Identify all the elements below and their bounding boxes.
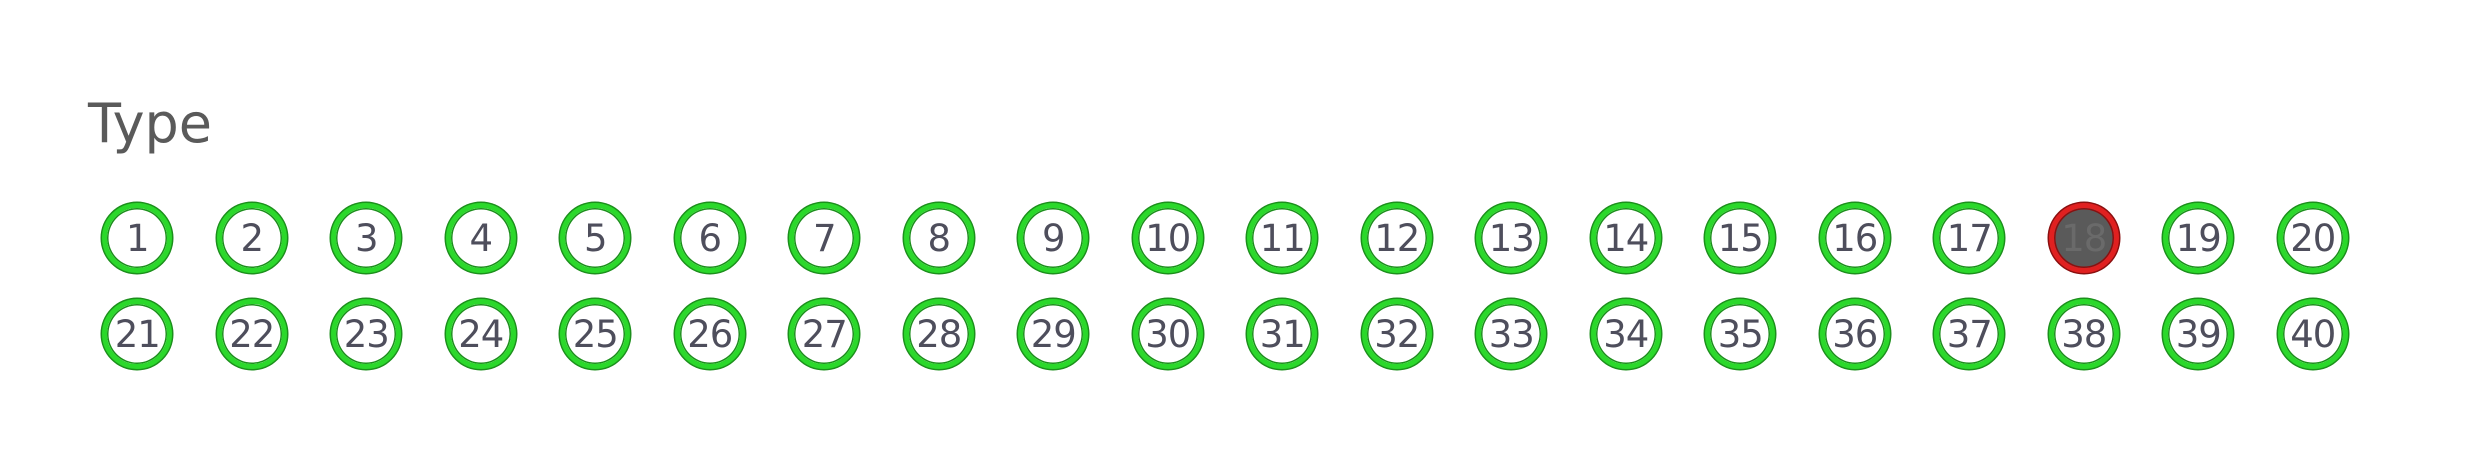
type-option-cell: 32 xyxy=(1340,286,1455,382)
type-option[interactable]: 21 xyxy=(102,299,173,369)
type-option[interactable]: 27 xyxy=(789,299,860,369)
type-option[interactable]: 36 xyxy=(1819,299,1890,369)
type-option[interactable]: 3 xyxy=(331,203,402,273)
type-option[interactable]: 17 xyxy=(1934,203,2005,273)
type-option-cell: 4 xyxy=(424,190,539,286)
type-options-grid: 1 2 3 4 5 6 7 8 9 10 11 12 13 14 15 16 17 18 19 20 21 22 23 24 2… xyxy=(80,190,2420,382)
type-option[interactable]: 30 xyxy=(1132,299,1203,369)
type-option-selected[interactable]: 18 xyxy=(2048,203,2119,273)
type-option[interactable]: 16 xyxy=(1819,203,1890,273)
type-option[interactable]: 40 xyxy=(2277,299,2348,369)
type-option-cell: 35 xyxy=(1683,286,1798,382)
type-option[interactable]: 6 xyxy=(674,203,745,273)
section-title: Type xyxy=(88,92,213,155)
type-option-cell: 33 xyxy=(1454,286,1569,382)
type-option[interactable]: 5 xyxy=(560,203,631,273)
type-option[interactable]: 25 xyxy=(560,299,631,369)
type-option-cell: 12 xyxy=(1340,190,1455,286)
type-option-cell: 23 xyxy=(309,286,424,382)
type-option-cell: 15 xyxy=(1683,190,1798,286)
type-option-cell: 14 xyxy=(1569,190,1684,286)
type-option-cell: 34 xyxy=(1569,286,1684,382)
type-option-cell: 13 xyxy=(1454,190,1569,286)
type-option[interactable]: 26 xyxy=(674,299,745,369)
type-option[interactable]: 11 xyxy=(1247,203,1318,273)
type-option[interactable]: 38 xyxy=(2048,299,2119,369)
type-option[interactable]: 31 xyxy=(1247,299,1318,369)
type-option[interactable]: 13 xyxy=(1476,203,1547,273)
type-option-cell: 18 xyxy=(2027,190,2142,286)
type-option-cell: 28 xyxy=(882,286,997,382)
type-option-cell: 2 xyxy=(195,190,310,286)
type-option-cell: 24 xyxy=(424,286,539,382)
type-option-cell: 22 xyxy=(195,286,310,382)
type-option-cell: 31 xyxy=(1225,286,1340,382)
type-option-cell: 7 xyxy=(767,190,882,286)
type-option-cell: 27 xyxy=(767,286,882,382)
type-option-cell: 16 xyxy=(1798,190,1913,286)
type-option-cell: 17 xyxy=(1912,190,2027,286)
type-option-cell: 37 xyxy=(1912,286,2027,382)
type-option[interactable]: 7 xyxy=(789,203,860,273)
type-option-cell: 30 xyxy=(1111,286,1226,382)
type-option[interactable]: 23 xyxy=(331,299,402,369)
type-option-cell: 10 xyxy=(1111,190,1226,286)
type-option[interactable]: 39 xyxy=(2163,299,2234,369)
type-option-cell: 39 xyxy=(2141,286,2256,382)
type-option-cell: 21 xyxy=(80,286,195,382)
type-option-cell: 3 xyxy=(309,190,424,286)
type-option[interactable]: 24 xyxy=(445,299,516,369)
type-option[interactable]: 37 xyxy=(1934,299,2005,369)
type-option[interactable]: 20 xyxy=(2277,203,2348,273)
type-option[interactable]: 15 xyxy=(1705,203,1776,273)
type-option-cell: 11 xyxy=(1225,190,1340,286)
type-option-cell: 36 xyxy=(1798,286,1913,382)
type-option-cell: 40 xyxy=(2256,286,2371,382)
type-option[interactable]: 8 xyxy=(903,203,974,273)
type-option-cell: 25 xyxy=(538,286,653,382)
type-option-cell: 5 xyxy=(538,190,653,286)
type-option[interactable]: 9 xyxy=(1018,203,1089,273)
type-option-cell: 1 xyxy=(80,190,195,286)
type-option-cell: 38 xyxy=(2027,286,2142,382)
type-option[interactable]: 14 xyxy=(1590,203,1661,273)
type-option[interactable]: 32 xyxy=(1361,299,1432,369)
type-option[interactable]: 28 xyxy=(903,299,974,369)
type-option-cell: 20 xyxy=(2256,190,2371,286)
type-option-cell: 29 xyxy=(996,286,1111,382)
type-option[interactable]: 33 xyxy=(1476,299,1547,369)
type-option[interactable]: 12 xyxy=(1361,203,1432,273)
type-option[interactable]: 29 xyxy=(1018,299,1089,369)
type-option[interactable]: 35 xyxy=(1705,299,1776,369)
type-option-cell: 9 xyxy=(996,190,1111,286)
type-option-cell: 8 xyxy=(882,190,997,286)
type-option[interactable]: 22 xyxy=(216,299,287,369)
type-option[interactable]: 1 xyxy=(102,203,173,273)
type-option-cell: 19 xyxy=(2141,190,2256,286)
type-option[interactable]: 34 xyxy=(1590,299,1661,369)
type-option[interactable]: 2 xyxy=(216,203,287,273)
type-option[interactable]: 4 xyxy=(445,203,516,273)
type-option[interactable]: 19 xyxy=(2163,203,2234,273)
type-option-cell: 26 xyxy=(653,286,768,382)
type-option-cell: 6 xyxy=(653,190,768,286)
type-option[interactable]: 10 xyxy=(1132,203,1203,273)
